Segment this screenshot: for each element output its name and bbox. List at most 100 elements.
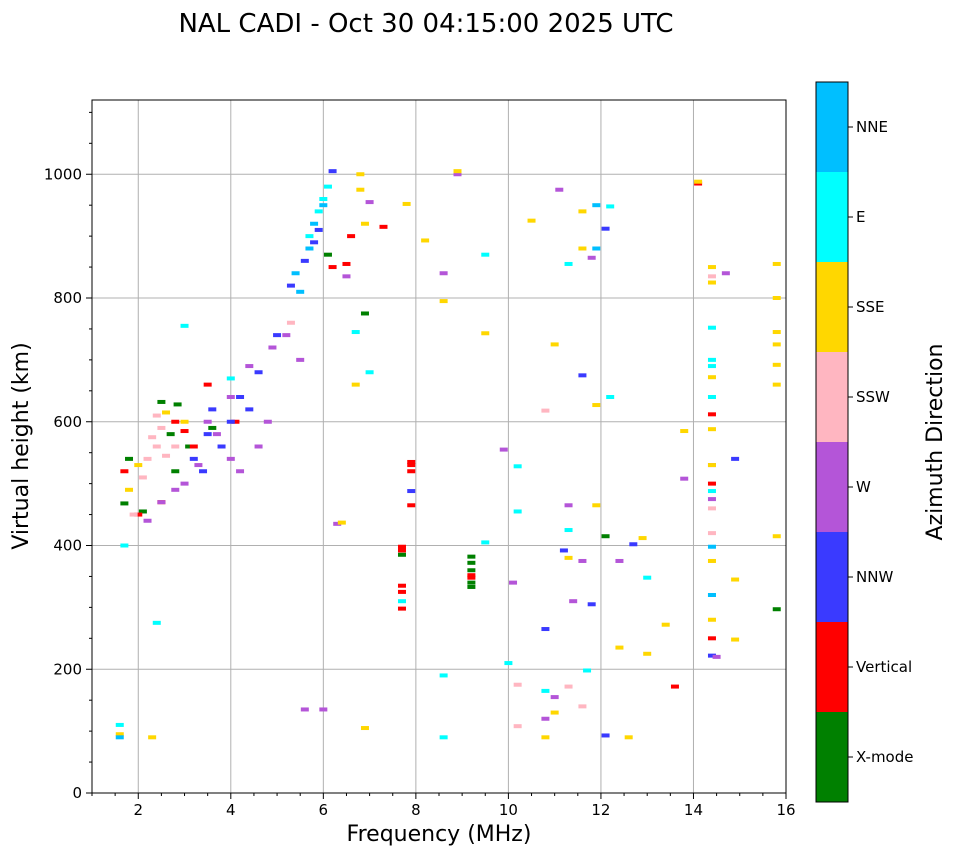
echo-point bbox=[578, 558, 587, 563]
echo-point bbox=[342, 274, 351, 279]
colorbar-label: SSE bbox=[856, 298, 885, 316]
echo-point bbox=[615, 558, 624, 563]
echo-point bbox=[601, 733, 610, 738]
echo-point bbox=[453, 169, 462, 174]
echo-point bbox=[328, 265, 337, 270]
echo-point bbox=[305, 234, 314, 239]
echo-point bbox=[273, 333, 282, 338]
echo-point bbox=[226, 376, 235, 381]
echo-point bbox=[564, 503, 573, 508]
echo-point bbox=[152, 620, 161, 625]
echo-point bbox=[467, 575, 476, 580]
echo-point bbox=[323, 252, 332, 257]
echo-point bbox=[291, 271, 300, 276]
colorbar-label: NNW bbox=[856, 568, 893, 586]
colorbar-segment bbox=[816, 532, 848, 622]
x-tick-label: 12 bbox=[591, 801, 610, 819]
echo-point bbox=[643, 651, 652, 656]
echo-point bbox=[555, 187, 564, 192]
echo-point bbox=[564, 684, 573, 689]
series-vertical bbox=[120, 181, 716, 689]
echo-point bbox=[564, 528, 573, 533]
echo-point bbox=[300, 707, 309, 712]
echo-point bbox=[152, 444, 161, 449]
echo-point bbox=[310, 221, 319, 226]
echo-point bbox=[439, 299, 448, 304]
echo-point bbox=[397, 552, 406, 557]
echo-point bbox=[236, 395, 245, 399]
echo-point bbox=[707, 364, 716, 369]
echo-point bbox=[541, 716, 550, 721]
echo-point bbox=[360, 221, 369, 226]
colorbar-label: W bbox=[856, 478, 871, 496]
echo-point bbox=[231, 419, 240, 424]
echo-point bbox=[254, 370, 263, 375]
echo-point bbox=[541, 688, 550, 693]
echo-point bbox=[310, 240, 319, 245]
echo-point bbox=[360, 311, 369, 316]
echo-point bbox=[245, 364, 254, 369]
colorbar-segment bbox=[816, 262, 848, 352]
echo-point bbox=[481, 252, 490, 257]
echo-point bbox=[173, 402, 182, 407]
echo-point bbox=[772, 534, 781, 539]
echo-point bbox=[347, 234, 356, 239]
echo-point bbox=[707, 489, 716, 494]
echo-point bbox=[152, 413, 161, 418]
echo-point bbox=[300, 258, 309, 263]
echo-point bbox=[578, 373, 587, 378]
echo-point bbox=[397, 606, 406, 611]
echo-point bbox=[180, 429, 189, 434]
colorbar-border bbox=[815, 81, 849, 803]
echo-point bbox=[707, 481, 716, 486]
echo-point bbox=[601, 534, 610, 539]
echo-point bbox=[254, 444, 263, 449]
echo-point bbox=[707, 325, 716, 330]
chart-title: NAL CADI - Oct 30 04:15:00 2025 UTC bbox=[178, 9, 673, 39]
echo-point bbox=[772, 296, 781, 300]
echo-point bbox=[578, 246, 587, 251]
echo-point bbox=[203, 419, 212, 424]
echo-point bbox=[217, 444, 226, 449]
echo-point bbox=[180, 323, 189, 328]
echo-point bbox=[351, 330, 360, 335]
echo-point bbox=[606, 204, 615, 209]
colorbar-segment bbox=[816, 352, 848, 442]
echo-point bbox=[360, 726, 369, 731]
echo-point bbox=[319, 197, 328, 201]
colorbar-segment bbox=[816, 172, 848, 262]
echo-point bbox=[157, 500, 166, 505]
y-tick-label: 1000 bbox=[44, 165, 82, 183]
colorbar-label: E bbox=[856, 208, 865, 226]
echo-point bbox=[305, 246, 314, 251]
echo-point bbox=[115, 735, 124, 740]
echo-point bbox=[467, 554, 476, 559]
echo-point bbox=[157, 425, 166, 430]
echo-point bbox=[212, 432, 221, 437]
echo-point bbox=[707, 463, 716, 468]
echo-point bbox=[148, 435, 157, 440]
echo-point bbox=[578, 704, 587, 709]
series-sse bbox=[115, 169, 781, 740]
echo-point bbox=[712, 654, 721, 659]
echo-point bbox=[171, 487, 180, 492]
echo-point bbox=[707, 395, 716, 399]
colorbar-label: NNE bbox=[856, 118, 888, 136]
echo-point bbox=[407, 503, 416, 508]
echo-point bbox=[333, 521, 342, 526]
echo-point bbox=[638, 536, 647, 541]
echo-point bbox=[731, 577, 740, 582]
echo-point bbox=[314, 227, 323, 232]
echo-point bbox=[199, 469, 208, 474]
echo-point bbox=[467, 584, 476, 589]
echo-point bbox=[481, 540, 490, 545]
echo-point bbox=[319, 707, 328, 712]
echo-point bbox=[120, 501, 129, 506]
echo-point bbox=[467, 568, 476, 573]
echo-point bbox=[439, 673, 448, 678]
echo-point bbox=[550, 342, 559, 347]
echo-point bbox=[365, 370, 374, 375]
echo-point bbox=[513, 464, 522, 469]
echo-point bbox=[707, 653, 716, 658]
